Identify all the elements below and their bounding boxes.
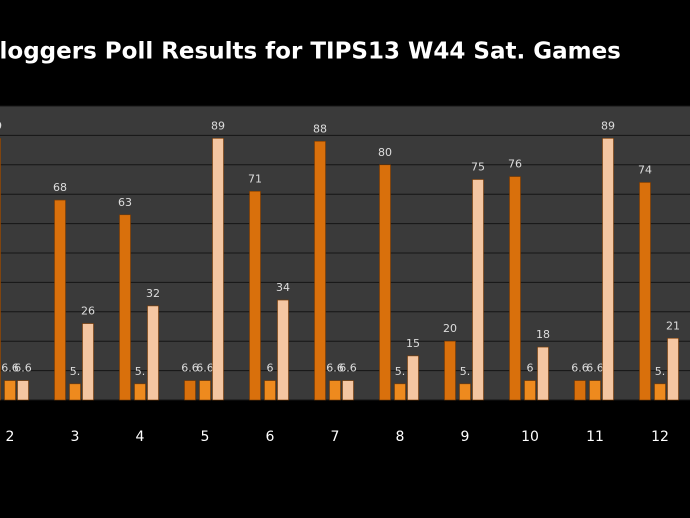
data-label: 6.6 (14, 362, 32, 375)
bar (82, 323, 94, 401)
data-label: 6.6 (571, 362, 589, 375)
bar (277, 299, 289, 401)
bar (264, 380, 276, 401)
data-label: 5. (70, 365, 81, 378)
bar (199, 380, 211, 401)
data-label: 75 (471, 161, 485, 174)
x-tick-label: 6 (266, 429, 275, 445)
data-label: 6 (527, 362, 534, 375)
data-label: 89 (211, 119, 225, 132)
data-label: 5. (395, 365, 406, 378)
data-label: 80 (378, 146, 392, 159)
bar (17, 380, 29, 401)
data-label: 5. (135, 365, 146, 378)
bar (574, 380, 586, 401)
bar (654, 383, 666, 401)
x-tick-label: 11 (586, 429, 604, 445)
data-label: 34 (276, 281, 290, 294)
x-tick-label: 8 (396, 429, 405, 445)
x-tick-label: 9 (461, 429, 470, 445)
bar (639, 182, 651, 401)
x-tick-label: 2 (6, 429, 15, 445)
bar (329, 380, 341, 401)
bar (314, 140, 326, 401)
data-label: 6.6 (181, 362, 199, 375)
data-label: 6.6 (586, 362, 604, 375)
bar (394, 383, 406, 401)
bar (134, 383, 146, 401)
data-label: 6.6 (326, 362, 344, 375)
data-label: 6.6 (196, 362, 214, 375)
bar (589, 380, 601, 401)
bar (524, 380, 536, 401)
bar (379, 164, 391, 401)
x-tick-label: 10 (521, 429, 539, 445)
data-label: 63 (118, 196, 132, 209)
bar (342, 380, 354, 401)
data-label: 5. (460, 365, 471, 378)
bar (472, 179, 484, 401)
data-label: 6.6 (1, 362, 19, 375)
bar (602, 138, 614, 401)
bar (147, 305, 159, 401)
data-label: 26 (81, 305, 95, 318)
chart-title: Bloggers Poll Results for TIPS13 W44 Sat… (0, 39, 621, 65)
x-tick-label: 4 (136, 429, 145, 445)
bar (249, 190, 261, 401)
data-label: 89 (0, 119, 2, 132)
bar (69, 383, 81, 401)
bar (407, 355, 419, 401)
bar (119, 214, 131, 401)
bar (444, 340, 456, 401)
bar (184, 380, 196, 401)
bar (54, 199, 66, 401)
data-label: 21 (666, 319, 680, 332)
data-label: 5. (655, 365, 666, 378)
bar (667, 337, 679, 401)
data-label: 6 (267, 362, 274, 375)
x-tick-label: 7 (331, 429, 340, 445)
data-label: 76 (508, 158, 522, 171)
x-tick-label: 3 (71, 429, 80, 445)
data-label: 20 (443, 322, 457, 335)
data-label: 15 (406, 337, 420, 350)
x-tick-label: 5 (201, 429, 210, 445)
data-label: 68 (53, 181, 67, 194)
x-tick-label: 12 (651, 429, 669, 445)
bar (0, 138, 1, 401)
bar (537, 346, 549, 401)
bar (212, 138, 224, 401)
data-label: 88 (313, 122, 327, 135)
data-label: 32 (146, 287, 160, 300)
data-label: 18 (536, 328, 550, 341)
bar (509, 176, 521, 401)
data-label: 71 (248, 172, 262, 185)
data-label: 89 (601, 119, 615, 132)
bar (4, 380, 16, 401)
data-label: 74 (638, 163, 652, 176)
data-label: 6.6 (339, 362, 357, 375)
bar (459, 383, 471, 401)
